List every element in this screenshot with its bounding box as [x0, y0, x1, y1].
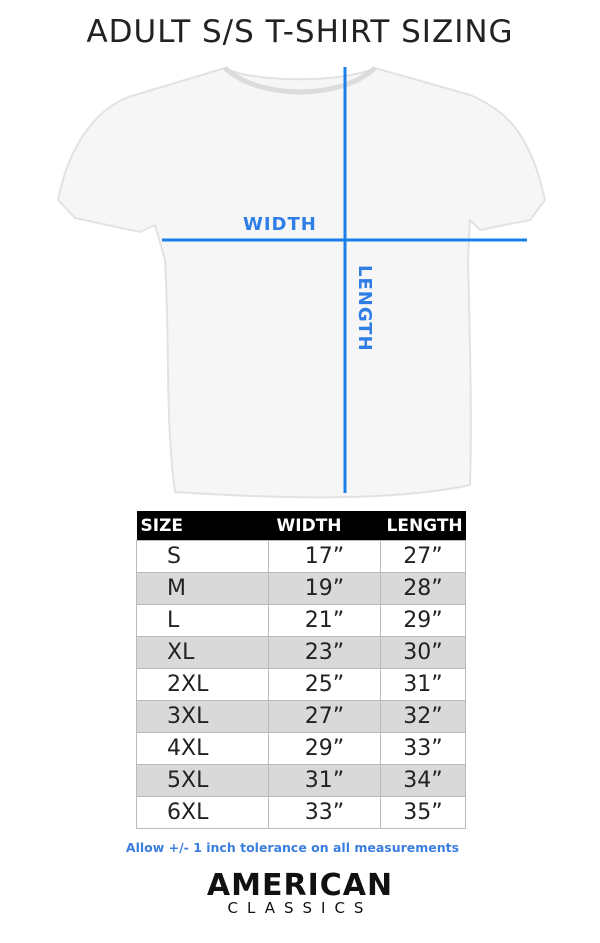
tolerance-note: Allow +/- 1 inch tolerance on all measur…	[125, 840, 460, 855]
cell-width: 25”	[268, 668, 381, 701]
table-row: XL 23” 30”	[136, 636, 466, 669]
cell-length: 35”	[380, 796, 466, 829]
size-table: SIZE WIDTH LENGTH S 17” 27” M 19” 28” L 21” 29” X…	[136, 511, 466, 829]
table-row: 6XL 33” 35”	[136, 796, 466, 829]
cell-width: 21”	[268, 604, 381, 637]
brand-logo-line2: CLASSICS	[227, 899, 373, 917]
cell-length: 34”	[380, 764, 466, 797]
cell-size: M	[136, 572, 269, 605]
table-header: SIZE WIDTH LENGTH	[136, 511, 466, 541]
cell-width: 29”	[268, 732, 381, 765]
table-row: 3XL 27” 32”	[136, 700, 466, 733]
table-row: S 17” 27”	[136, 540, 466, 573]
cell-length: 32”	[380, 700, 466, 733]
cell-size: 6XL	[136, 796, 269, 829]
cell-length: 29”	[380, 604, 466, 637]
cell-length: 30”	[380, 636, 466, 669]
cell-width: 27”	[268, 700, 381, 733]
cell-length: 33”	[380, 732, 466, 765]
cell-width: 33”	[268, 796, 381, 829]
cell-size: S	[136, 540, 269, 573]
tshirt-diagram	[56, 66, 547, 499]
table-row: 5XL 31” 34”	[136, 764, 466, 797]
cell-length: 27”	[380, 540, 466, 573]
width-label: WIDTH	[243, 214, 317, 235]
length-label: LENGTH	[354, 265, 375, 352]
cell-size: L	[136, 604, 269, 637]
page-title: ADULT S/S T-SHIRT SIZING	[86, 14, 514, 50]
cell-size: 4XL	[136, 732, 269, 765]
header-width: WIDTH	[268, 511, 381, 541]
cell-width: 31”	[268, 764, 381, 797]
cell-size: 2XL	[136, 668, 269, 701]
cell-width: 19”	[268, 572, 381, 605]
cell-length: 31”	[380, 668, 466, 701]
collar	[223, 66, 377, 95]
cell-length: 28”	[380, 572, 466, 605]
table-row: 2XL 25” 31”	[136, 668, 466, 701]
table-row: L 21” 29”	[136, 604, 466, 637]
header-size: SIZE	[136, 511, 269, 541]
table-row: 4XL 29” 33”	[136, 732, 466, 765]
table-row: M 19” 28”	[136, 572, 466, 605]
brand-logo-line1: AMERICAN	[206, 868, 394, 903]
cell-width: 17”	[268, 540, 381, 573]
cell-size: 5XL	[136, 764, 269, 797]
header-length: LENGTH	[380, 511, 466, 541]
cell-size: 3XL	[136, 700, 269, 733]
tshirt-shape	[56, 66, 547, 499]
cell-size: XL	[136, 636, 269, 669]
cell-width: 23”	[268, 636, 381, 669]
